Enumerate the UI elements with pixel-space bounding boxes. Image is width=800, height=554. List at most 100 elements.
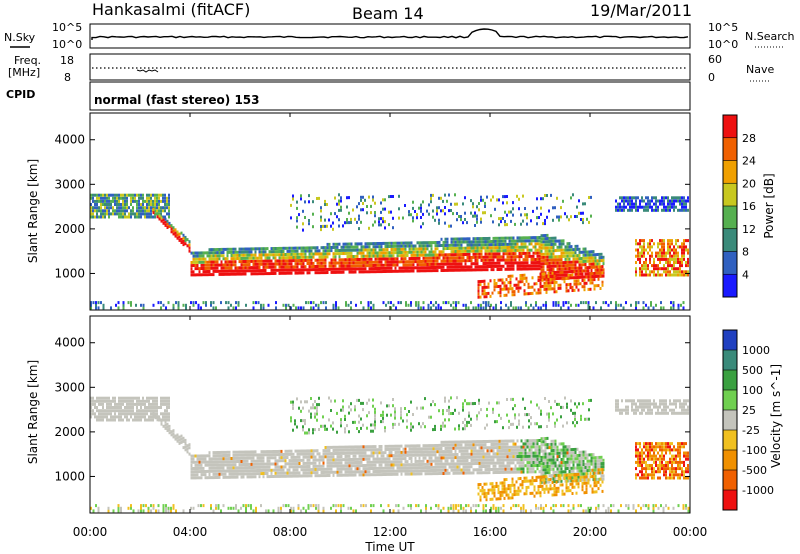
heatmap-cell [190,473,193,477]
heatmap-cell [252,253,255,257]
heatmap-cell [190,270,193,274]
heatmap-cell [452,243,455,247]
heatmap-cell [164,412,166,416]
heatmap-cell [330,264,333,268]
heatmap-cell [601,283,604,287]
heatmap-cell [657,273,659,277]
heatmap-cell [312,212,314,216]
heatmap-cell [332,455,335,459]
heatmap-cell [124,196,126,200]
heatmap-cell [258,259,261,263]
heatmap-cell [242,456,245,460]
heatmap-cell [204,457,207,461]
heatmap-cell [548,209,550,213]
heatmap-cell [228,463,231,467]
heatmap-cell [274,259,277,263]
heatmap-cell [122,418,124,422]
heatmap-cell [252,263,255,266]
heatmap-cell [110,402,112,406]
heatmap-cell [541,272,544,276]
heatmap-cell [402,216,404,220]
heatmap-cell [352,255,355,258]
heatmap-cell [493,288,496,292]
heatmap-cell [346,458,349,462]
heatmap-cell [168,196,170,200]
heatmap-cell [126,209,128,213]
heatmap-cell [567,276,570,280]
heatmap-cell [152,402,154,406]
heatmap-cell [545,284,548,288]
heatmap-cell [228,472,231,476]
heatmap-cell [166,396,168,400]
heatmap-cell [322,264,325,268]
heatmap-cell [552,246,555,249]
heatmap-cell [402,457,405,461]
heatmap-cell [412,263,415,267]
heatmap-cell [673,267,675,271]
heatmap-cell [300,474,303,478]
heatmap-cell [643,248,645,252]
heatmap-cell [500,217,502,220]
cpid-panel [89,81,691,111]
heatmap-cell [416,463,419,467]
heatmap-cell [548,265,551,268]
heatmap-cell [347,303,350,307]
heatmap-cell [446,453,449,457]
heatmap-cell [536,257,539,261]
heatmap-cell [500,220,502,224]
heatmap-cell [300,249,303,253]
heatmap-cell [165,306,167,310]
heatmap-cell [520,267,523,271]
heatmap-cell [388,460,391,464]
heatmap-cell [570,254,573,258]
heatmap-cell [485,303,487,307]
heatmap-cell [340,451,343,455]
heatmap-cell [148,212,150,216]
heatmap-cell [667,239,669,243]
heatmap-cell [244,256,247,260]
heatmap-cell [282,268,285,272]
heatmap-cell [412,472,415,476]
heatmap-cell [553,284,556,288]
heatmap-cell [386,263,389,267]
heatmap-cell [368,245,371,249]
heatmap-cell [256,469,259,472]
heatmap-cell [677,196,679,200]
heatmap-cell [316,458,319,462]
heatmap-cell [480,249,483,253]
heatmap-cell [130,415,132,419]
heatmap-cell [598,252,601,256]
heatmap-cell [568,245,571,249]
heatmap-cell [424,269,427,273]
heatmap-cell [156,215,159,219]
heatmap-cell [470,462,473,466]
heatmap-cell [378,270,381,274]
heatmap-cell [440,265,443,269]
heatmap-cell [550,268,553,271]
heatmap-cell [200,460,203,464]
heatmap-cell [184,448,187,452]
heatmap-cell [354,451,357,455]
heatmap-cell [178,435,181,439]
heatmap-cell [234,250,237,254]
heatmap-cell [334,212,336,216]
heatmap-cell [412,260,415,264]
heatmap-cell [120,406,122,409]
heatmap-cell [520,242,523,246]
heatmap-cell [460,456,463,459]
heatmap-cell [274,456,277,460]
heatmap-cell [492,264,495,268]
heatmap-cell [639,267,641,271]
heatmap-cell [685,270,687,274]
heatmap-cell [338,461,341,465]
heatmap-cell [448,471,451,475]
heatmap-cell [264,256,267,260]
heatmap-cell [528,251,531,255]
heatmap-cell [328,474,331,477]
heatmap-cell [596,253,599,256]
heatmap-cell [350,467,353,471]
heatmap-cell [462,471,465,475]
heatmap-cell [368,467,371,470]
heatmap-cell [380,245,383,249]
heatmap-cell [406,260,409,264]
